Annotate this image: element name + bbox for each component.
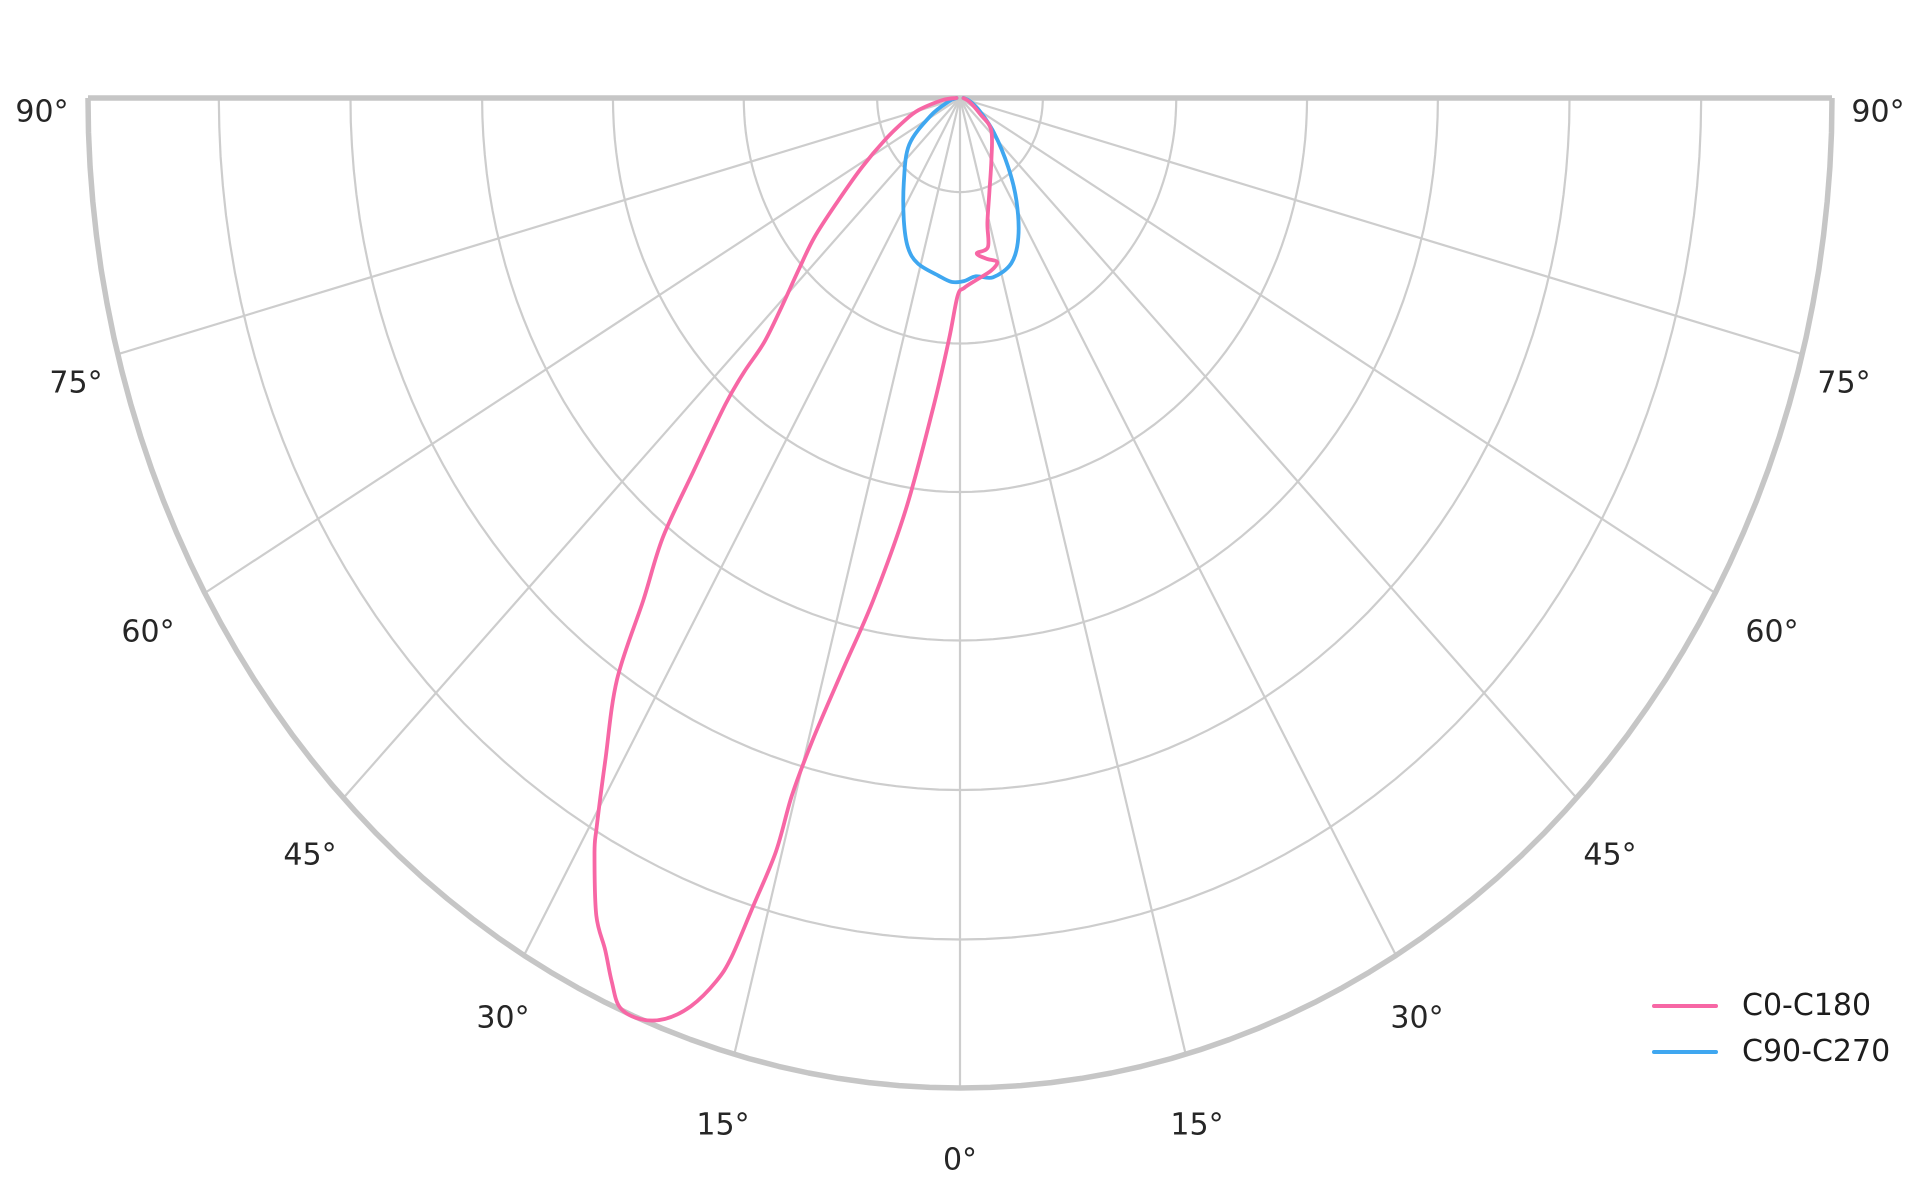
- legend-label: C90-C270: [1742, 1034, 1891, 1069]
- curve-c0-c180: [592, 96, 1000, 1023]
- angle-tick-label: 30°: [1390, 1001, 1443, 1036]
- angle-tick-label: 75°: [49, 366, 102, 401]
- legend-line-swatch-pink: [1652, 1004, 1718, 1008]
- angle-tick-label: 60°: [1745, 615, 1798, 650]
- angle-tick-label: 30°: [476, 1001, 529, 1036]
- legend-label: C0-C180: [1742, 988, 1872, 1023]
- legend-item-c0-c180: C0-C180: [1652, 983, 1890, 1029]
- angle-spoke: [959, 97, 1578, 799]
- angle-tick-label: 0°: [943, 1143, 977, 1177]
- angle-spoke: [204, 97, 961, 594]
- legend-line-swatch-blue: [1652, 1050, 1718, 1054]
- angle-spoke: [959, 96, 1803, 356]
- angle-tick-label: 45°: [1583, 838, 1636, 873]
- polar-spine: [85, 95, 1835, 1091]
- angle-tick-label: 15°: [1170, 1108, 1223, 1143]
- angle-spoke: [342, 97, 961, 799]
- angle-spoke: [117, 96, 961, 356]
- angle-tick-label: 45°: [283, 838, 336, 873]
- legend: C0-C180 C90-C270: [1652, 983, 1890, 1075]
- angle-spoke: [958, 97, 1187, 1055]
- angle-tick-label: 15°: [696, 1108, 749, 1143]
- angle-spoke: [523, 97, 961, 956]
- angle-tick-label: 75°: [1817, 366, 1870, 401]
- angle-spoke: [959, 97, 1397, 956]
- legend-item-c90-c270: C90-C270: [1652, 1029, 1890, 1075]
- angle-tick-label: 90°: [1851, 95, 1904, 130]
- angle-tick-label: 90°: [15, 95, 68, 130]
- curve-c90-c270: [901, 96, 1021, 285]
- angle-spoke: [959, 97, 1716, 594]
- angle-spoke: [733, 97, 962, 1055]
- angle-tick-label: 60°: [121, 615, 174, 650]
